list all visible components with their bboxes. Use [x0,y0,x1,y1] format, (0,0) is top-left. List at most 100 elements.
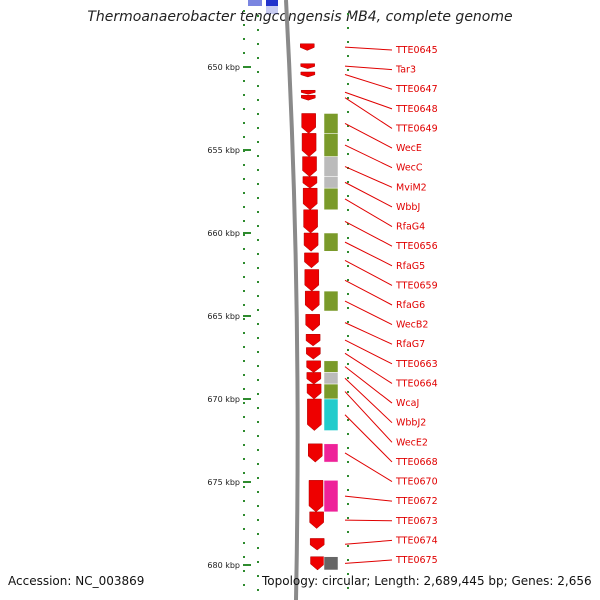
scale-dot [257,239,259,241]
scale-dot [257,463,259,465]
scale-dot [243,570,245,572]
label-leader [344,91,393,110]
cog-box [323,443,339,463]
scale-dot [347,55,349,57]
scale-dot [257,309,259,311]
scale-dot [347,13,349,15]
scale-dot [257,589,259,591]
gene-label: TTE0673 [395,516,438,527]
label-leader [344,181,393,208]
scale-dot [257,351,259,353]
scale-dot [347,251,349,253]
scale-dot [347,111,349,113]
scale-dot [257,141,259,143]
scale-dot [257,99,259,101]
scale-dot [243,234,245,236]
cog-box [323,556,339,571]
scale-dot [347,237,349,239]
label-leader [344,198,393,227]
cog-box [323,156,339,177]
scale-dot [257,253,259,255]
scale-dot [347,265,349,267]
scale-dot [257,323,259,325]
cog-box [323,176,339,189]
scale-dot [243,416,245,418]
scale-dot [257,127,259,129]
scale-dot [347,447,349,449]
label-leader [344,339,393,365]
scale-dot [243,290,245,292]
label-leader [344,65,393,71]
scale-dot [347,573,349,575]
scale-dot [347,195,349,197]
scale-dot [243,80,245,82]
scale-dot [347,181,349,183]
scale-dot [347,125,349,127]
scale-dot [347,503,349,505]
label-leader [344,259,393,286]
scale-dot [257,449,259,451]
scale-dot [243,206,245,208]
scale-dot [347,209,349,211]
ruler-label: 660 kbp [207,229,240,238]
gene-label: WbbJ [396,202,420,213]
scale-dot [243,584,245,586]
scale-dot [257,43,259,45]
scale-dot [347,69,349,71]
gene-arrow [310,556,325,571]
scale-dot [257,547,259,549]
scale-dot [347,321,349,323]
label-leader [344,97,393,129]
scale-dot [347,27,349,29]
scale-dot [257,561,259,563]
gene-arrow [308,443,323,463]
gene-label: WecE2 [396,437,428,448]
scale-dot [347,517,349,519]
scale-dot [243,486,245,488]
cog-box [323,232,339,252]
gene-label: MviM2 [396,182,427,193]
ruler-tick [243,315,251,317]
scale-dot [347,587,349,589]
gene-arrow [309,538,325,551]
label-leader [344,391,393,443]
genome-backbone [284,0,300,600]
scale-dot [347,475,349,477]
top-feature-a [248,0,262,6]
label-leader [344,241,393,267]
label-leader [344,144,393,169]
gene-label: TTE0675 [395,555,438,566]
label-leader [344,452,393,482]
scale-dot [257,15,259,17]
gene-arrow [306,383,322,400]
gene-label: TTE0647 [395,84,438,95]
scale-dot [257,267,259,269]
top-feature-b [266,0,278,6]
ruler-tick [243,398,251,400]
scale-dot [243,332,245,334]
scale-dot [257,477,259,479]
scale-dot [243,514,245,516]
gene-arrow [304,252,319,269]
scale-dot [257,225,259,227]
scale-dot [243,402,245,404]
ruler-tick [243,232,251,234]
gene-arrow [303,232,319,252]
gene-arrow [307,398,322,431]
ruler-label: 650 kbp [207,63,240,72]
scale-dot [347,335,349,337]
scale-dot [243,122,245,124]
gene-label: RfaG5 [396,261,425,272]
top-feature-c [266,6,278,14]
gene-arrow [306,347,321,360]
scale-dot [243,444,245,446]
gene-arrow [302,187,318,211]
scale-dot [257,169,259,171]
gene-label: TTE0664 [395,378,438,389]
scale-dot [243,262,245,264]
scale-dot [257,281,259,283]
scale-dot [243,318,245,320]
scale-dot [347,461,349,463]
scale-dot [243,276,245,278]
scale-dot [347,83,349,85]
